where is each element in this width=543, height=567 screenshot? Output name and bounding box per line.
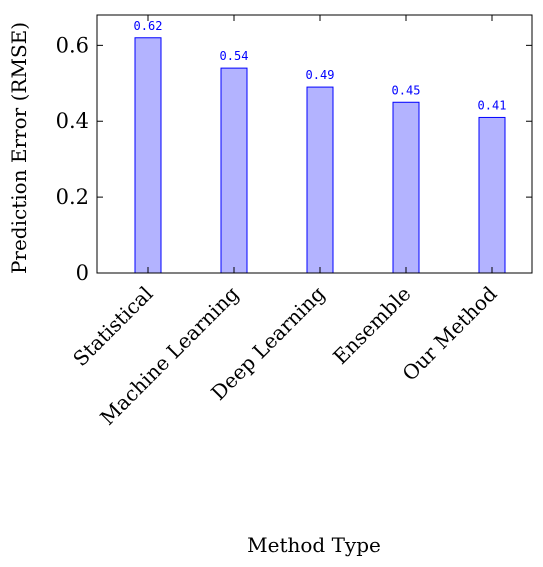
x-tick-label-3: Ensemble (328, 282, 415, 369)
plot-frame (96, 14, 533, 274)
bars-group (134, 37, 506, 274)
y-tick-label-2: 0.4 (56, 109, 89, 133)
data-label-1: 0.54 (220, 49, 249, 63)
x-axis-label: Method Type (247, 533, 381, 557)
y-tick-label-0: 0 (76, 261, 89, 285)
bar-3 (392, 101, 420, 274)
data-label-4: 0.41 (478, 98, 507, 112)
data-label-2: 0.49 (306, 68, 335, 82)
y-axis-label: Prediction Error (RMSE) (7, 22, 31, 274)
bar-4 (478, 116, 506, 274)
data-label-3: 0.45 (392, 83, 421, 97)
data-label-0: 0.62 (134, 19, 163, 33)
y-tick-label-1: 0.2 (56, 185, 89, 209)
data-labels-group: 0.62 0.54 0.49 0.45 0.41 (134, 19, 507, 113)
x-tick-label-0: Statistical (68, 282, 157, 371)
bar-2 (306, 86, 334, 274)
bar-0 (134, 37, 162, 274)
bar-1 (220, 67, 248, 274)
y-tick-label-3: 0.6 (56, 33, 89, 57)
y-axis-ticks: 0 0.2 0.4 0.6 (56, 33, 532, 285)
